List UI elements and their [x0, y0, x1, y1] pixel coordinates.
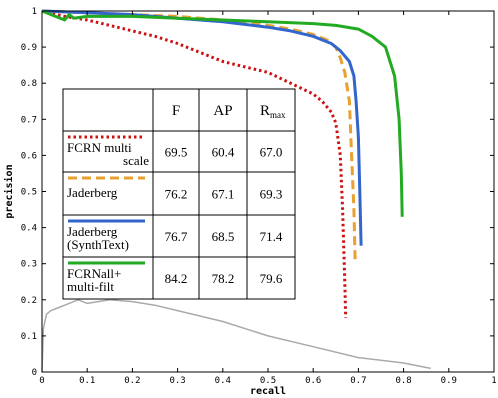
- y-tick-label: 0.8: [21, 79, 37, 89]
- y-tick-label: 0.3: [21, 260, 37, 270]
- table-cell-value: 76.2: [165, 187, 188, 202]
- x-tick-label: 0.2: [124, 376, 140, 386]
- table-background: [62, 88, 296, 300]
- x-tick-label: 0.7: [350, 376, 366, 386]
- x-tick-label: 0.4: [215, 376, 231, 386]
- y-tick-label: 0.6: [21, 151, 37, 161]
- table-cell-value: 60.4: [212, 145, 235, 160]
- y-tick-label: 0: [32, 368, 37, 378]
- series-line-3: [41, 9, 404, 217]
- y-axis-label: precision: [3, 164, 15, 218]
- table-cell-value: 79.6: [260, 271, 283, 286]
- table-header-r: R: [260, 103, 270, 119]
- table-cell-value: 71.4: [260, 229, 283, 244]
- y-tick-label: 0.5: [21, 188, 37, 198]
- table-row-label-line2: scale: [123, 153, 149, 168]
- x-tick-label: 1: [491, 376, 496, 386]
- ticks-layer: 0 0.1 0.2 0.3 0.4 0.5 0.6 0.7 0.8 0.9 1 0 0.1 0.2 0.3 0…: [21, 7, 497, 386]
- x-axis-label: recall: [250, 386, 286, 397]
- y-tick-label: 0.1: [21, 332, 37, 342]
- x-tick-label: 0.6: [305, 376, 321, 386]
- table-cell-value: 69.3: [260, 187, 283, 202]
- y-tick-label: 0.4: [21, 224, 37, 234]
- table-row-label: Jaderberg: [67, 185, 118, 200]
- table-header-r-subscript: max: [270, 110, 286, 120]
- table-row-label: FCRN multi: [67, 140, 132, 155]
- table-row-label: FCRNall+: [67, 266, 121, 281]
- y-tick-label: 0.2: [21, 296, 37, 306]
- x-tick-label: 0.3: [169, 376, 185, 386]
- table-row-label-line2: (SynthText): [67, 237, 129, 252]
- y-tick-label: 0.9: [21, 43, 37, 53]
- table-cell-value: 76.7: [165, 229, 188, 244]
- x-tick-label: 0.9: [441, 376, 457, 386]
- series-layer: [41, 9, 431, 373]
- x-tick-label: 0.1: [79, 376, 95, 386]
- table-cell-value: 78.2: [212, 271, 235, 286]
- table-header-ap: AP: [213, 103, 232, 119]
- x-tick-label: 0.5: [260, 376, 276, 386]
- table-cell-value: 67.0: [260, 145, 283, 160]
- table-row-label-line2: multi-filt: [67, 279, 114, 294]
- x-tick-label: 0.8: [395, 376, 411, 386]
- table-cell-value: 68.5: [212, 229, 235, 244]
- table-cell-value: 67.1: [212, 187, 235, 202]
- table-header-f: F: [172, 103, 180, 119]
- y-tick-label: 1: [32, 7, 37, 17]
- y-tick-label: 0.7: [21, 115, 37, 125]
- table-cell-value: 69.5: [165, 145, 188, 160]
- series-line-0: [41, 9, 348, 318]
- x-tick-label: 0: [39, 376, 44, 386]
- table-row-label: Jaderberg: [67, 224, 118, 239]
- series-line-4: [41, 299, 431, 373]
- table-cell-value: 84.2: [165, 271, 188, 286]
